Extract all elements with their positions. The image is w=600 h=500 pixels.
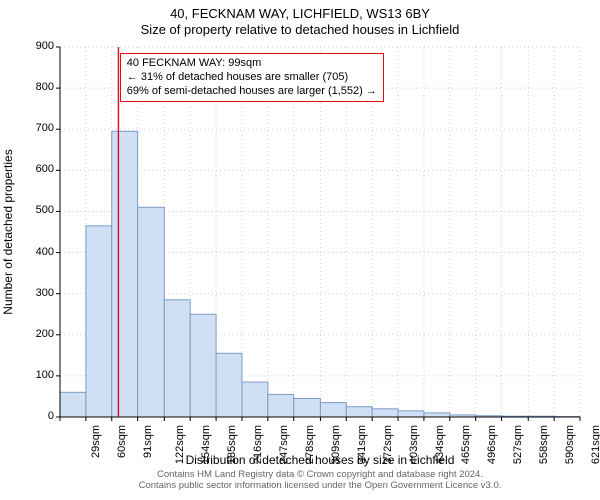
x-axis-title: Distribution of detached houses by size … (60, 453, 580, 467)
y-tick-label: 0 (20, 410, 54, 422)
annotation-box: 40 FECKNAM WAY: 99sqm ← 31% of detached … (120, 53, 384, 102)
y-tick-label: 800 (20, 81, 54, 93)
y-tick-label: 700 (20, 122, 54, 134)
y-tick-label: 200 (20, 328, 54, 340)
chart-container: 40, FECKNAM WAY, LICHFIELD, WS13 6BY Siz… (0, 0, 600, 500)
plot-area: 0100200300400500600700800900 29sqm60sqm9… (60, 47, 580, 417)
annotation-line-1: 40 FECKNAM WAY: 99sqm (127, 57, 377, 71)
y-tick-label: 600 (20, 163, 54, 175)
annotation-line-3: 69% of semi-detached houses are larger (… (127, 85, 377, 99)
y-axis-title-wrap: Number of detached properties (8, 47, 26, 417)
footer-line-2: Contains public sector information licen… (60, 481, 580, 492)
histogram-svg (60, 47, 580, 417)
y-tick-label: 300 (20, 287, 54, 299)
y-tick-label: 100 (20, 369, 54, 381)
footer: Contains HM Land Registry data © Crown c… (60, 470, 580, 492)
chart-subtitle: Size of property relative to detached ho… (0, 22, 600, 38)
y-tick-label: 500 (20, 204, 54, 216)
y-axis-title: Number of detached properties (1, 149, 15, 314)
annotation-line-2: ← 31% of detached houses are smaller (70… (127, 71, 377, 85)
x-tick-label: 621sqm (590, 425, 600, 464)
y-tick-label: 400 (20, 246, 54, 258)
address-title: 40, FECKNAM WAY, LICHFIELD, WS13 6BY (0, 6, 600, 22)
y-tick-label: 900 (20, 40, 54, 52)
